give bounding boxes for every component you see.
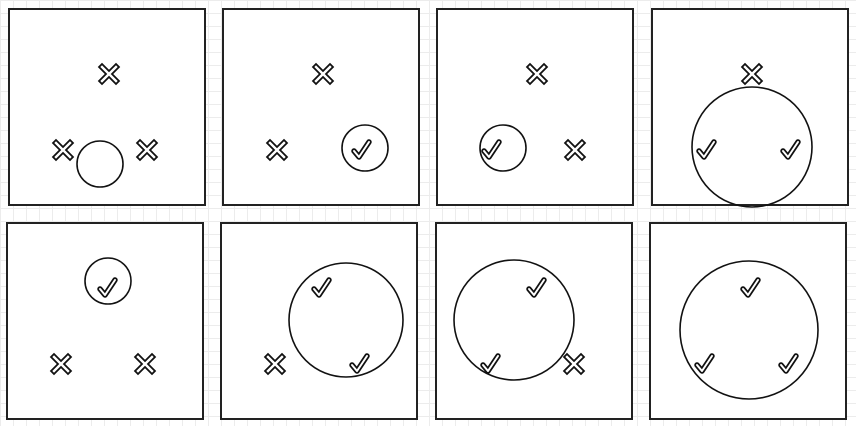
- checkmark-icon: [97, 277, 118, 298]
- enclosing-circle: [76, 140, 124, 188]
- checkmark-icon: [349, 353, 370, 374]
- checkmark-icon: [311, 277, 332, 298]
- enclosing-circle: [84, 257, 132, 305]
- panel-2: [222, 8, 420, 206]
- panel-5: [6, 222, 204, 420]
- enclosing-circle: [479, 124, 527, 172]
- checkmark-icon: [740, 277, 761, 298]
- enclosing-circle: [453, 259, 575, 381]
- panel-canvas: [691, 62, 813, 208]
- panel-canvas: [679, 260, 819, 400]
- cross-icon: [562, 352, 586, 376]
- cross-icon: [525, 62, 549, 86]
- panel-8: [649, 222, 847, 420]
- cross-icon: [133, 352, 157, 376]
- checkmark-icon: [780, 139, 801, 160]
- panel-canvas: [51, 62, 159, 188]
- cross-icon: [265, 138, 289, 162]
- panel-7: [435, 222, 633, 420]
- cross-icon: [311, 62, 335, 86]
- checkmark-icon: [351, 139, 372, 160]
- enclosing-circle: [679, 260, 819, 400]
- checkmark-icon: [694, 353, 715, 374]
- cross-icon: [49, 352, 73, 376]
- panel-canvas: [265, 62, 389, 172]
- panel-1: [8, 8, 206, 206]
- panel-canvas: [479, 62, 587, 172]
- cross-icon: [97, 62, 121, 86]
- panel-canvas: [453, 259, 586, 381]
- panel-3: [436, 8, 634, 206]
- checkmark-icon: [480, 353, 501, 374]
- cross-icon: [563, 138, 587, 162]
- checkmark-icon: [481, 139, 502, 160]
- checkmark-icon: [526, 277, 547, 298]
- cross-icon: [740, 62, 764, 86]
- panel-4: [651, 8, 849, 208]
- enclosing-circle: [288, 262, 404, 378]
- panel-6: [220, 222, 418, 420]
- cross-icon: [263, 352, 287, 376]
- panel-canvas: [49, 257, 157, 376]
- checkmark-icon: [696, 139, 717, 160]
- enclosing-circle: [691, 86, 813, 208]
- checkmark-icon: [778, 353, 799, 374]
- enclosing-circle: [341, 124, 389, 172]
- cross-icon: [135, 138, 159, 162]
- panel-canvas: [263, 262, 404, 378]
- cross-icon: [51, 138, 75, 162]
